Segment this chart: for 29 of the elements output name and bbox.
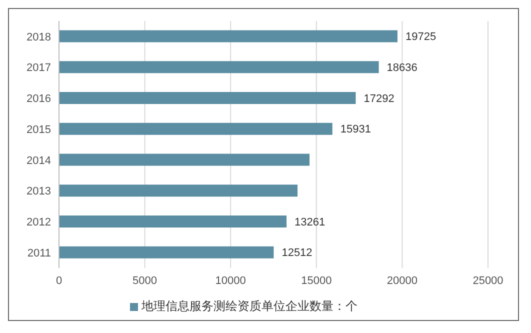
y-tick-label: 2017 bbox=[26, 62, 51, 74]
data-label: 15931 bbox=[340, 124, 371, 136]
data-label: 17292 bbox=[364, 92, 394, 105]
x-tick-label: 25000 bbox=[472, 274, 504, 287]
y-tick-label: 2014 bbox=[26, 154, 51, 167]
bar bbox=[59, 92, 356, 104]
bar bbox=[59, 246, 274, 258]
y-tick-label: 2018 bbox=[26, 31, 51, 44]
x-tick-label: 10000 bbox=[215, 274, 246, 287]
x-tick-label: 5000 bbox=[132, 274, 158, 287]
bar bbox=[59, 216, 287, 228]
bar bbox=[59, 61, 379, 74]
y-tick-label: 2013 bbox=[26, 186, 51, 198]
bar bbox=[59, 122, 332, 135]
bar bbox=[59, 184, 298, 197]
x-tick-label: 15000 bbox=[301, 274, 332, 287]
bar bbox=[59, 30, 398, 42]
y-tick-label: 2016 bbox=[26, 93, 51, 106]
x-tick-label: 0 bbox=[56, 274, 62, 287]
legend-label: 地理信息服务测绘资质单位企业数量：个 bbox=[142, 299, 358, 313]
data-label: 12512 bbox=[282, 247, 312, 260]
data-label: 18636 bbox=[386, 62, 418, 74]
data-label: 13261 bbox=[294, 216, 326, 228]
bar bbox=[59, 154, 310, 166]
x-tick-label: 20000 bbox=[386, 274, 418, 287]
y-tick-label: 2015 bbox=[26, 124, 51, 136]
data-label: 19725 bbox=[405, 31, 436, 44]
y-tick-label: 2012 bbox=[26, 216, 51, 229]
y-tick-label: 2011 bbox=[27, 247, 51, 260]
